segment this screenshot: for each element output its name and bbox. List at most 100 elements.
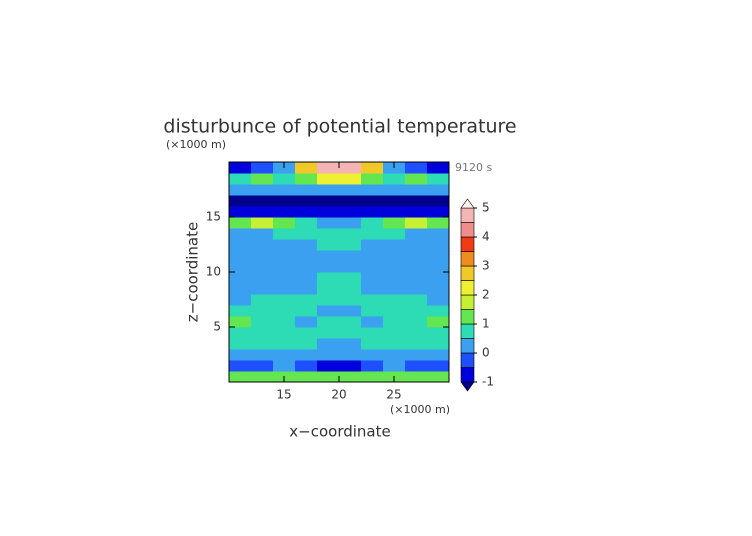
contour-cell — [251, 327, 274, 339]
contour-cell — [339, 338, 362, 350]
contour-cell — [339, 305, 362, 317]
contour-cell — [361, 305, 384, 317]
contour-cell — [339, 206, 362, 218]
contour-cell — [295, 195, 318, 207]
contour-cell — [405, 195, 428, 207]
contour-cell — [339, 228, 362, 240]
x-tick-label: 25 — [386, 388, 401, 402]
contour-cell — [405, 371, 428, 383]
contour-cell — [229, 349, 252, 361]
contour-cell — [295, 250, 318, 262]
contour-cell — [317, 206, 340, 218]
contour-cell — [405, 162, 428, 174]
colorbar-segment — [460, 236, 475, 252]
contour-cell — [405, 316, 428, 328]
contour-cell — [295, 360, 318, 372]
contour-cell — [251, 217, 274, 229]
contour-cell — [251, 338, 274, 350]
colorbar-over — [460, 198, 475, 209]
contour-cell — [405, 305, 428, 317]
contour-cell — [405, 173, 428, 185]
contour-cell — [273, 305, 296, 317]
contour-cell — [339, 217, 362, 229]
contour-cell — [273, 349, 296, 361]
colorbar-segment — [460, 367, 475, 383]
contour-cell — [273, 338, 296, 350]
contour-cell — [383, 272, 406, 284]
contour-cell — [295, 327, 318, 339]
colorbar-segment — [460, 207, 475, 223]
contour-cell — [229, 261, 252, 273]
contour-cell — [427, 228, 450, 240]
contour-cell — [273, 272, 296, 284]
x-tick-label: 15 — [276, 388, 291, 402]
x-tick-label: 20 — [331, 388, 346, 402]
contour-cell — [317, 305, 340, 317]
chart-title: disturbunce of potential temperature — [163, 116, 516, 138]
contour-cell — [295, 283, 318, 295]
contour-cell — [383, 261, 406, 273]
contour-cell — [273, 261, 296, 273]
contour-cell — [405, 184, 428, 196]
contour-cell — [405, 217, 428, 229]
contour-cell — [273, 316, 296, 328]
contour-cell — [273, 239, 296, 251]
contour-cell — [317, 283, 340, 295]
contour-cell — [251, 162, 274, 174]
contour-cell — [405, 283, 428, 295]
contour-cell — [295, 228, 318, 240]
contour-cell — [405, 360, 428, 372]
contour-cell — [229, 173, 252, 185]
contour-cell — [229, 228, 252, 240]
contour-cell — [339, 239, 362, 251]
contour-cell — [427, 316, 450, 328]
contour-cell — [339, 371, 362, 383]
contour-cell — [383, 360, 406, 372]
contour-cell — [361, 316, 384, 328]
colorbar-segment — [460, 265, 475, 281]
contour-cell — [273, 173, 296, 185]
contour-cell — [361, 349, 384, 361]
contour-cell — [361, 294, 384, 306]
contour-cell — [361, 228, 384, 240]
contour-cell — [427, 283, 450, 295]
contour-cell — [251, 294, 274, 306]
contour-cell — [251, 195, 274, 207]
contour-cell — [427, 327, 450, 339]
contour-cell — [295, 206, 318, 218]
contour-cell — [295, 316, 318, 328]
colorbar-tick-label: 0 — [482, 346, 490, 360]
contour-cell — [229, 294, 252, 306]
colorbar-segment — [460, 338, 475, 354]
contour-cell — [317, 173, 340, 185]
contour-cell — [273, 184, 296, 196]
contour-cell — [251, 371, 274, 383]
contour-cell — [317, 272, 340, 284]
contour-cell — [383, 173, 406, 185]
contour-cell — [383, 195, 406, 207]
contour-cell — [427, 338, 450, 350]
contour-cell — [295, 305, 318, 317]
contour-cell — [405, 206, 428, 218]
contour-cell — [339, 261, 362, 273]
contour-cell — [295, 261, 318, 273]
contour-cell — [317, 360, 340, 372]
contour-cell — [295, 272, 318, 284]
contour-cell — [427, 195, 450, 207]
contour-cell — [229, 360, 252, 372]
contour-cell — [295, 349, 318, 361]
contour-cell — [383, 294, 406, 306]
contour-cell — [427, 250, 450, 262]
contour-cell — [383, 316, 406, 328]
contour-cell — [405, 327, 428, 339]
contour-cell — [405, 228, 428, 240]
contour-cell — [251, 360, 274, 372]
contour-cell — [317, 338, 340, 350]
contour-cell — [251, 272, 274, 284]
contour-cell — [427, 206, 450, 218]
contour-cell — [295, 239, 318, 251]
contour-cell — [339, 162, 362, 174]
contour-cell — [295, 162, 318, 174]
contour-cell — [405, 294, 428, 306]
